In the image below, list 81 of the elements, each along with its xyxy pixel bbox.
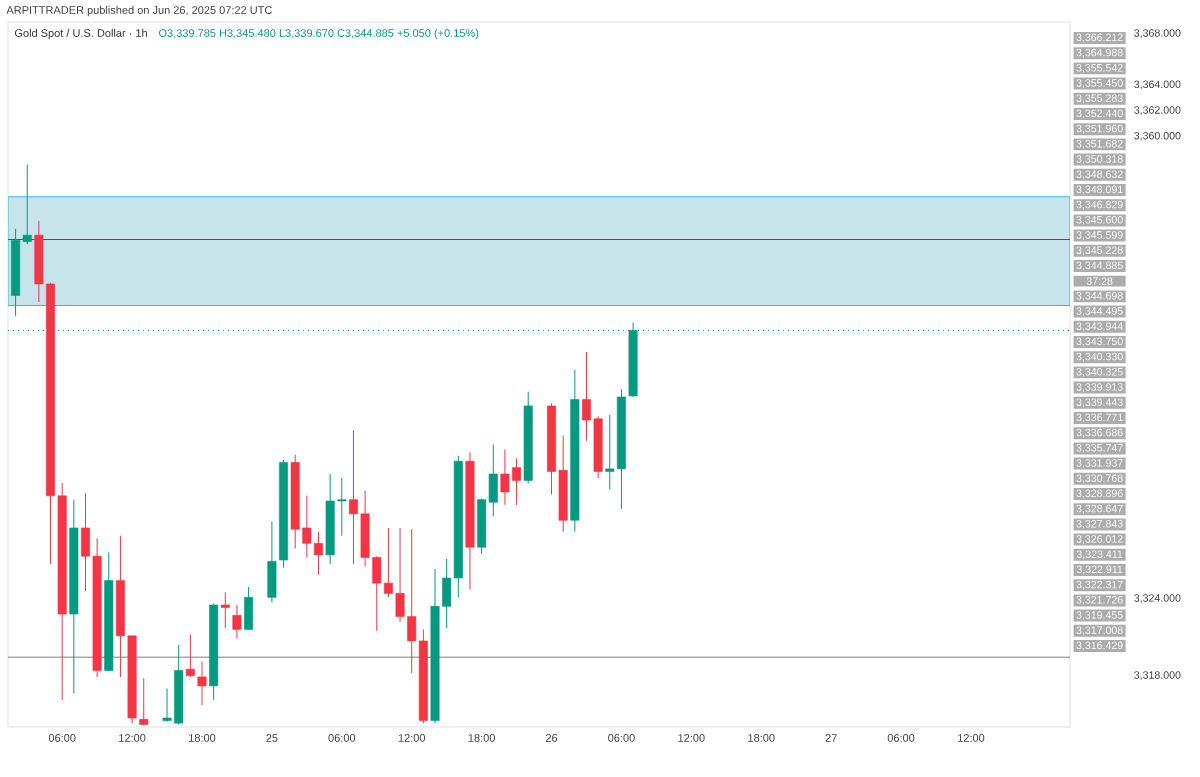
text: 3,331.937 xyxy=(1076,459,1123,468)
text: 3,344.885 xyxy=(1076,261,1123,271)
text: 3,316.429 xyxy=(1076,641,1123,651)
candlestick xyxy=(220,591,230,629)
x-tick-label: 12:00 xyxy=(958,734,985,742)
text: 3,319.455 xyxy=(1076,611,1123,620)
candlestick xyxy=(232,604,242,639)
candlestick xyxy=(581,351,591,442)
x-tick-label: 18:00 xyxy=(189,734,216,742)
text: 3,322.911 xyxy=(1076,565,1123,575)
text: 3,364.988 xyxy=(1076,48,1123,58)
x-tick-label: 06:00 xyxy=(328,734,356,742)
text: Gold Spot / U.S. Dollar · 1h xyxy=(14,28,147,40)
text: 3,345.228 xyxy=(1076,246,1123,256)
candlestick xyxy=(302,495,312,558)
text: 3,327.843 xyxy=(1076,520,1123,529)
text: 3,355.542 xyxy=(1076,64,1123,73)
y-tick-label: 3,364.000 xyxy=(1134,80,1181,90)
text: 3,339.443 xyxy=(1076,398,1123,408)
x-tick-label: 18:00 xyxy=(748,734,775,742)
text: 3,321.726 xyxy=(1076,596,1123,605)
text: 3,317.008 xyxy=(1076,626,1123,636)
text: 3,352.440 xyxy=(1076,109,1123,119)
text: 3,343.944 xyxy=(1076,322,1123,332)
candlestick xyxy=(383,527,393,598)
text: 3,355.450 xyxy=(1076,79,1123,88)
x-tick-label: 25 xyxy=(266,734,278,742)
candlestick xyxy=(500,449,510,506)
text: O3,339.785 H3,345.480 L3,339.670 C3,344.885 +5.050 (+0.15%) xyxy=(159,28,479,40)
candlestick xyxy=(337,477,347,537)
candlestick xyxy=(197,661,207,706)
text: 3,339.913 xyxy=(1076,383,1123,392)
x-tick-label: 12:00 xyxy=(398,734,426,742)
candlestick xyxy=(314,531,323,575)
text: 37:28 xyxy=(1086,277,1113,285)
y-tick-label: 3,368.000 xyxy=(1134,29,1181,38)
text: 3,340.330 xyxy=(1076,352,1123,362)
x-tick-label: 26 xyxy=(545,734,558,742)
text: 3,335.747 xyxy=(1076,444,1123,453)
text: 3,355.283 xyxy=(1076,94,1123,104)
x-tick-label: 06:00 xyxy=(48,734,76,742)
text: 3,328.896 xyxy=(1076,489,1123,499)
text: 3,330.768 xyxy=(1076,474,1123,484)
text: ARPITTRADER published on Jun 26, 2025 07:22 UTC xyxy=(6,5,272,17)
x-tick-label: 12:00 xyxy=(119,734,146,742)
x-tick-label: 06:00 xyxy=(887,734,915,742)
candlestick xyxy=(162,687,172,723)
candlestick xyxy=(512,458,522,506)
candlestick xyxy=(185,634,195,678)
text: 3,336.771 xyxy=(1076,413,1123,423)
text: 3,345.599 xyxy=(1076,231,1123,240)
x-tick-label: 06:00 xyxy=(608,734,635,742)
candlestick xyxy=(348,429,358,565)
text: 3,344.698 xyxy=(1076,292,1123,301)
candlestick xyxy=(605,414,615,490)
text: 3,351.682 xyxy=(1076,140,1123,149)
text: 3,344.495 xyxy=(1076,307,1123,316)
y-tick-label: 3,362.000 xyxy=(1134,106,1181,115)
text: 3,366.212 xyxy=(1076,33,1123,43)
text: 3,346.829 xyxy=(1076,200,1123,210)
candlestick xyxy=(395,527,405,623)
x-tick-label: 27 xyxy=(825,734,837,742)
text: 3,336.686 xyxy=(1076,428,1123,438)
text: 3,351.960 xyxy=(1076,124,1123,134)
y-tick-label: 3,360.000 xyxy=(1134,131,1181,141)
y-tick-label: 3,318.000 xyxy=(1134,671,1181,681)
text: 3,345.600 xyxy=(1076,216,1123,225)
text: 3,323.411 xyxy=(1076,550,1123,560)
text: 3,328.647 xyxy=(1076,504,1123,514)
text: 3,322.317 xyxy=(1076,580,1123,590)
x-tick-label: 18:00 xyxy=(468,734,495,742)
y-tick-label: 3,324.000 xyxy=(1134,594,1181,603)
text: 3,343.750 xyxy=(1076,337,1123,347)
x-tick-label: 12:00 xyxy=(678,734,705,742)
candlestick xyxy=(139,677,149,727)
text: 3,348.091 xyxy=(1076,185,1123,195)
text: 3,326.012 xyxy=(1076,535,1123,544)
text: 3,348.632 xyxy=(1076,170,1123,180)
text: 3,350.318 xyxy=(1076,155,1123,164)
candlestick xyxy=(22,164,32,245)
text: 3,340.325 xyxy=(1076,368,1123,377)
